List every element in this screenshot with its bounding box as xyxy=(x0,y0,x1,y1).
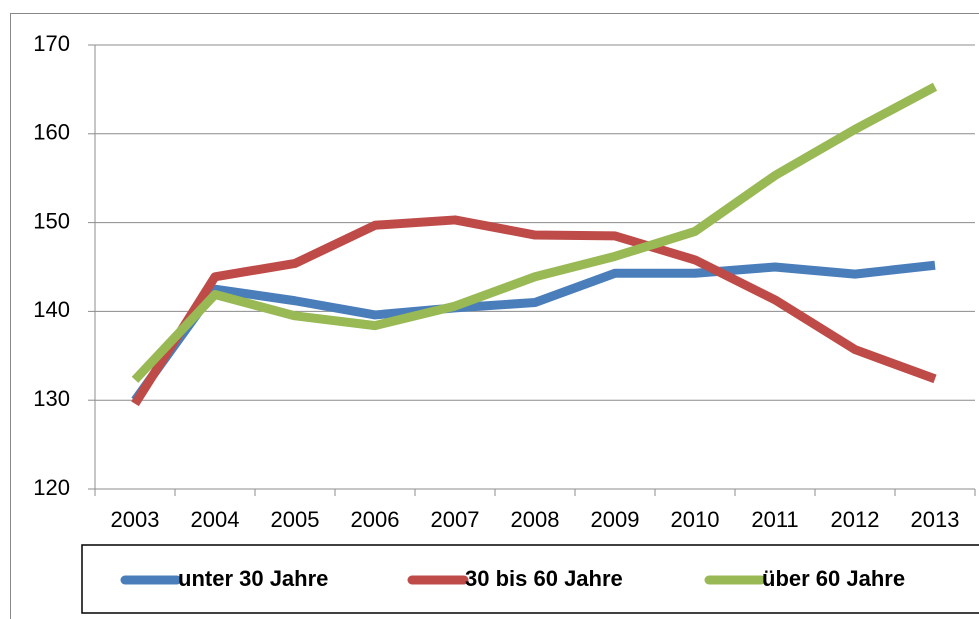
series-line xyxy=(131,260,936,403)
x-tick-label: 2011 xyxy=(751,507,798,532)
x-tick-label: 2004 xyxy=(191,507,240,532)
x-tick-label: 2013 xyxy=(911,507,960,532)
chart-frame xyxy=(10,13,979,619)
y-tick-label: 160 xyxy=(33,120,70,145)
x-tick-label: 2007 xyxy=(431,507,480,532)
y-tick-label: 140 xyxy=(33,297,70,322)
y-tick-label: 170 xyxy=(33,31,70,56)
legend-label: 30 bis 60 Jahre xyxy=(465,566,623,591)
series-line xyxy=(131,82,938,383)
y-tick-label: 150 xyxy=(33,208,70,233)
legend-label: über 60 Jahre xyxy=(762,566,905,591)
x-tick-label: 2003 xyxy=(111,507,160,532)
x-tick-label: 2006 xyxy=(351,507,400,532)
y-tick-label: 130 xyxy=(33,386,70,411)
x-tick-label: 2010 xyxy=(671,507,720,532)
legend-box xyxy=(81,544,979,614)
x-tick-label: 2009 xyxy=(591,507,640,532)
legend-label: unter 30 Jahre xyxy=(178,566,328,591)
y-tick-label: 120 xyxy=(33,475,70,500)
x-tick-label: 2012 xyxy=(831,507,880,532)
x-tick-label: 2005 xyxy=(271,507,320,532)
series-line xyxy=(131,215,937,407)
x-tick-label: 2008 xyxy=(511,507,560,532)
